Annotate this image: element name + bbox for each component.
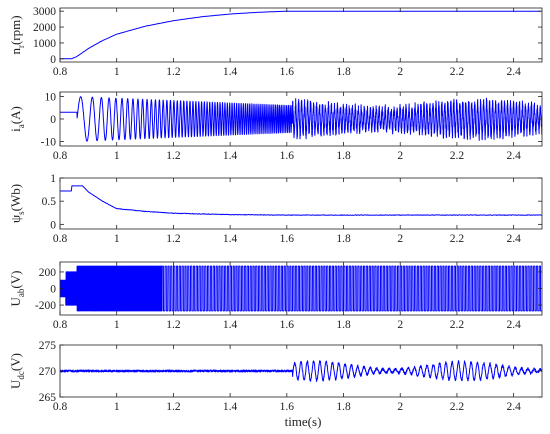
panel-2: 0.8 1 1.2 1.4 1.6 1.8 2 2.2 2.4 -10 0 10 ia(A) <box>8 92 542 163</box>
series-line-panel-2 <box>60 97 542 141</box>
y-tick-label: 1000 <box>33 38 56 50</box>
series-line-panel-3 <box>60 186 542 216</box>
x-tick-label: 2 <box>397 401 403 413</box>
x-tick-label: 0.8 <box>53 233 68 245</box>
plot-frame <box>60 8 542 62</box>
x-tick-label: 1.8 <box>336 401 351 413</box>
x-tick-label: 2.2 <box>450 66 465 78</box>
y-tick-label: 0.5 <box>42 196 57 208</box>
x-tick-label: 1.2 <box>166 319 181 331</box>
x-tick-label: 2 <box>397 319 403 331</box>
x-tick-label: 1.4 <box>223 319 238 331</box>
x-tick-label: 1 <box>114 401 120 413</box>
series-line-panel-5 <box>60 361 542 382</box>
y-tick-label: 275 <box>39 340 57 352</box>
x-tick-label: 1.8 <box>336 233 351 245</box>
x-tick-label: 2.4 <box>506 150 521 162</box>
y-tick-label: 0 <box>50 114 56 126</box>
x-tick-label: 1 <box>114 319 120 331</box>
x-tick-label: 1.2 <box>166 233 181 245</box>
x-tick-label: 1.2 <box>166 150 181 162</box>
plot-frame <box>60 178 542 229</box>
series-line-panel-1 <box>60 11 541 59</box>
y-tick-label: 2000 <box>33 22 56 34</box>
x-tick-label: 1.6 <box>280 233 295 245</box>
panel-1: 0.8 1 1.2 1.4 1.6 1.8 2 2.2 2.4 0 1000 2000 3000 nr(r… <box>8 6 542 78</box>
x-tick-label: 1 <box>114 233 120 245</box>
x-tick-label: 2.2 <box>450 233 465 245</box>
y-tick-label: 3000 <box>33 6 56 18</box>
y-axis-label: Udc(V) <box>8 353 26 389</box>
x-tick-label: 1.4 <box>223 401 238 413</box>
x-tick-label: 1.4 <box>223 66 238 78</box>
x-tick-label: 2.4 <box>506 401 521 413</box>
x-tick-label: 0.8 <box>53 66 68 78</box>
x-tick-label: 0.8 <box>53 319 68 331</box>
x-tick-label: 2 <box>397 150 403 162</box>
x-tick-label: 1.6 <box>280 401 295 413</box>
x-tick-label: 1 <box>114 66 120 78</box>
x-tick-label: 1.2 <box>166 401 181 413</box>
y-tick-label: -10 <box>41 137 57 149</box>
y-axis-label: nr(rpm) <box>8 15 26 54</box>
x-tick-label: 1.8 <box>336 319 351 331</box>
x-tick-label: 2 <box>397 66 403 78</box>
y-tick-label: 270 <box>39 366 57 378</box>
x-tick-label: 2.2 <box>450 150 465 162</box>
y-tick-label: 200 <box>39 267 57 279</box>
x-tick-label: 1.8 <box>336 150 351 162</box>
panel-5: 0.8 1 1.2 1.4 1.6 1.8 2 2.2 2.4265270275Udc(V) <box>8 340 542 413</box>
y-tick-label: 1 <box>50 173 56 185</box>
x-tick-label: 1 <box>114 150 120 162</box>
x-tick-label: 0.8 <box>53 150 68 162</box>
panel-4: 0.8 1 1.2 1.4 1.6 1.8 2 2.2 2.4 -200 0 200 Uab(V) <box>8 262 542 331</box>
x-tick-label: 1.2 <box>166 66 181 78</box>
x-axis-label: time(s) <box>285 414 322 429</box>
panel-3: 0.8 1 1.2 1.4 1.6 1.8 2 2.2 2.4 0 0.5 1 ψs(Wb) <box>8 173 542 245</box>
x-tick-label: 2.4 <box>506 233 521 245</box>
x-tick-label: 2.4 <box>506 66 521 78</box>
y-tick-label: 265 <box>39 392 57 404</box>
x-tick-label: 2 <box>397 233 403 245</box>
x-tick-label: 1.6 <box>280 66 295 78</box>
x-tick-label: 1.4 <box>223 150 238 162</box>
x-tick-label: 2.4 <box>506 319 521 331</box>
x-tick-label: 1.6 <box>280 319 295 331</box>
x-tick-label: 2.2 <box>450 319 465 331</box>
y-tick-label: 0 <box>50 219 56 231</box>
y-tick-label: 10 <box>45 92 57 104</box>
x-tick-label: 2.2 <box>450 401 465 413</box>
y-axis-label: ψs(Wb) <box>8 184 26 223</box>
series-line-panel-4 <box>60 266 542 311</box>
x-tick-label: 1.4 <box>223 233 238 245</box>
y-axis-label: Uab(V) <box>8 271 26 307</box>
y-axis-label: ia(A) <box>8 106 26 132</box>
x-tick-label: 1.6 <box>280 150 295 162</box>
y-tick-label: 0 <box>50 54 56 66</box>
y-tick-label: 0 <box>50 284 56 296</box>
x-tick-label: 1.8 <box>336 66 351 78</box>
y-tick-label: -200 <box>35 300 56 312</box>
